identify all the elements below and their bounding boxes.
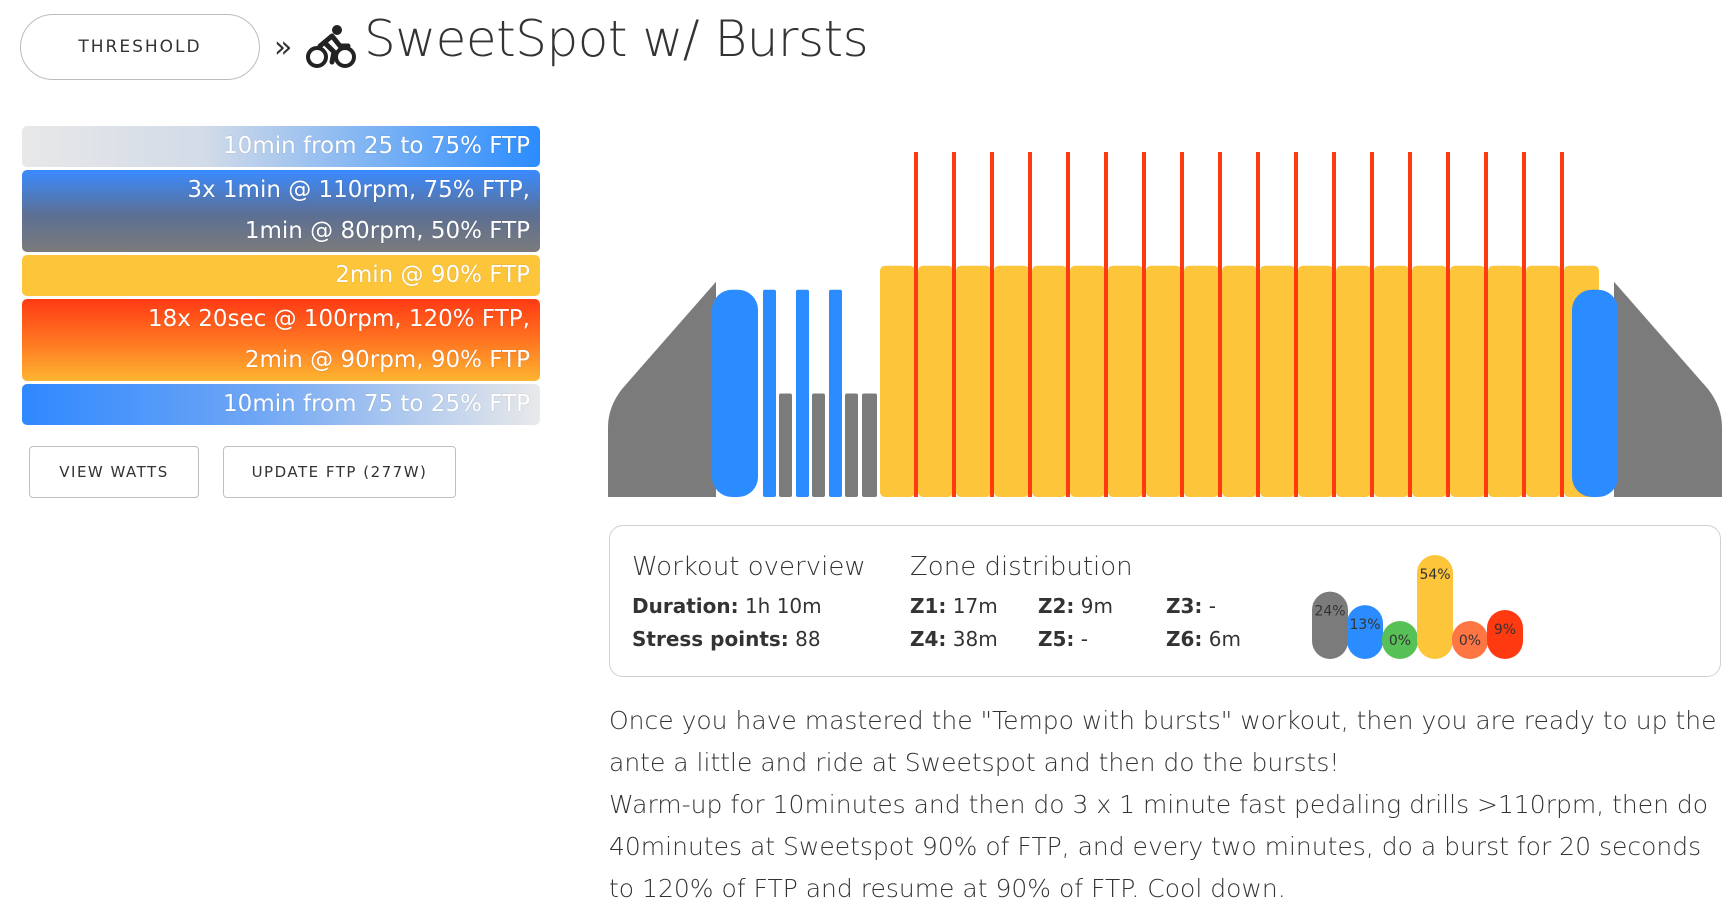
stress-value: 88 xyxy=(795,627,821,651)
drill-low-block xyxy=(862,393,877,497)
step-cooldown: 10min from 75 to 25% FTP xyxy=(22,384,540,425)
drill-high-block xyxy=(796,289,809,497)
overview-title: Workout overview xyxy=(632,552,866,582)
burst-bar xyxy=(952,152,956,497)
sweetspot-block xyxy=(1412,265,1447,497)
sweetspot-block xyxy=(1488,265,1523,497)
burst-bar xyxy=(1294,152,1298,497)
workout-description: Once you have mastered the "Tempo with b… xyxy=(609,700,1721,910)
burst-bar xyxy=(990,152,994,497)
burst-bar xyxy=(1446,152,1450,497)
zone-bar xyxy=(1312,591,1348,659)
cooldown-block xyxy=(1572,289,1618,497)
step-text: 10min from 75 to 25% FTP xyxy=(223,391,530,417)
sweetspot-block xyxy=(1108,265,1143,497)
sweetspot-block xyxy=(1374,265,1409,497)
burst-bar xyxy=(1484,152,1488,497)
step-text: 18x 20sec @ 100rpm, 120% FTP, xyxy=(148,306,530,332)
sweetspot-block xyxy=(994,265,1029,497)
update-ftp-button[interactable]: UPDATE FTP (277W) xyxy=(223,446,456,498)
sweetspot-block xyxy=(1450,265,1485,497)
step-sweetspot: 2min @ 90% FTP xyxy=(22,255,540,296)
drill-high-block xyxy=(763,289,776,497)
burst-bar xyxy=(1332,152,1336,497)
sweetspot-block xyxy=(1222,265,1257,497)
step-text: 1min @ 80rpm, 50% FTP xyxy=(244,218,530,244)
duration-value: 1h 10m xyxy=(744,594,822,618)
description-paragraph: Once you have mastered the "Tempo with b… xyxy=(609,706,1717,777)
burst-bar xyxy=(1104,152,1108,497)
step-warmup: 10min from 25 to 75% FTP xyxy=(22,126,540,167)
step-text: 2min @ 90rpm, 90% FTP xyxy=(244,347,530,373)
workout-profile-graph xyxy=(608,152,1722,497)
drill-low-block xyxy=(845,393,858,497)
zone-item: Z5: - xyxy=(1038,627,1088,651)
sweetspot-block xyxy=(1184,265,1219,497)
stress-row: Stress points: 88 xyxy=(632,627,821,651)
drill-high-block xyxy=(829,289,842,497)
zone-bar xyxy=(1452,621,1488,659)
sweetspot-block xyxy=(1070,265,1105,497)
overview-card: Workout overview Duration: 1h 10m Stress… xyxy=(609,525,1721,677)
zone-bar xyxy=(1347,605,1383,659)
duration-row: Duration: 1h 10m xyxy=(632,594,822,618)
view-watts-button[interactable]: VIEW WATTS xyxy=(29,446,199,498)
zone-bar-label: 54% xyxy=(1419,567,1450,583)
workout-steps: 10min from 25 to 75% FTP 3x 1min @ 110rp… xyxy=(22,126,540,428)
category-pill[interactable]: THRESHOLD xyxy=(20,14,260,80)
sweetspot-block xyxy=(1032,265,1067,497)
zone-bar-label: 13% xyxy=(1349,617,1380,633)
category-label: THRESHOLD xyxy=(78,37,202,57)
burst-bar xyxy=(914,152,918,497)
warmup-block xyxy=(712,289,758,497)
zone-item: Z1: 17m xyxy=(910,594,998,618)
sweetspot-block xyxy=(956,265,991,497)
burst-bar xyxy=(1408,152,1412,497)
zone-bar-label: 0% xyxy=(1459,633,1481,649)
sweetspot-block xyxy=(1298,265,1333,497)
burst-bar xyxy=(1370,152,1374,497)
burst-bar xyxy=(1256,152,1260,497)
zone-item: Z4: 38m xyxy=(910,627,998,651)
zone-distribution-chart: 24%13% 0% 54% 0% 9% xyxy=(1312,555,1523,659)
burst-bar xyxy=(1066,152,1070,497)
zone-item: Z3: - xyxy=(1166,594,1216,618)
step-drills: 3x 1min @ 110rpm, 75% FTP, 1min @ 80rpm,… xyxy=(22,170,540,252)
step-bursts: 18x 20sec @ 100rpm, 120% FTP, 2min @ 90r… xyxy=(22,299,540,381)
sweetspot-block xyxy=(1526,265,1561,497)
breadcrumb-separator: » xyxy=(274,30,293,65)
zone-bar xyxy=(1382,621,1418,659)
stress-label: Stress points: xyxy=(632,627,789,651)
sweetspot-block xyxy=(918,265,953,497)
duration-label: Duration: xyxy=(632,594,739,618)
step-text: 2min @ 90% FTP xyxy=(335,262,530,288)
warmup-ramp xyxy=(608,281,716,497)
drill-low-block xyxy=(812,393,825,497)
sweetspot-block xyxy=(1260,265,1295,497)
sweetspot-block xyxy=(1146,265,1181,497)
drill-low-block xyxy=(779,393,792,497)
description-paragraph: Warm-up for 10minutes and then do 3 x 1 … xyxy=(609,790,1709,903)
burst-bar xyxy=(1142,152,1146,497)
zone-bar-label: 9% xyxy=(1494,622,1516,638)
sweetspot-block xyxy=(880,265,915,497)
zone-bar-label: 0% xyxy=(1389,633,1411,649)
sweetspot-block xyxy=(1336,265,1371,497)
burst-bar xyxy=(1028,152,1032,497)
zone-bar-label: 24% xyxy=(1314,604,1345,620)
zone-bar xyxy=(1417,555,1453,659)
step-text: 3x 1min @ 110rpm, 75% FTP, xyxy=(187,177,530,203)
cooldown-ramp xyxy=(1614,281,1722,497)
zone-item: Z6: 6m xyxy=(1166,627,1241,651)
zone-item: Z2: 9m xyxy=(1038,594,1113,618)
burst-bar xyxy=(1560,152,1564,497)
burst-bar xyxy=(1522,152,1526,497)
bike-icon xyxy=(306,25,356,68)
workout-title: SweetSpot w/ Bursts xyxy=(364,10,869,68)
burst-bar xyxy=(1218,152,1222,497)
step-text: 10min from 25 to 75% FTP xyxy=(223,133,530,159)
burst-bar xyxy=(1180,152,1184,497)
zone-bar xyxy=(1487,610,1523,659)
zone-distribution-title: Zone distribution xyxy=(910,552,1133,582)
